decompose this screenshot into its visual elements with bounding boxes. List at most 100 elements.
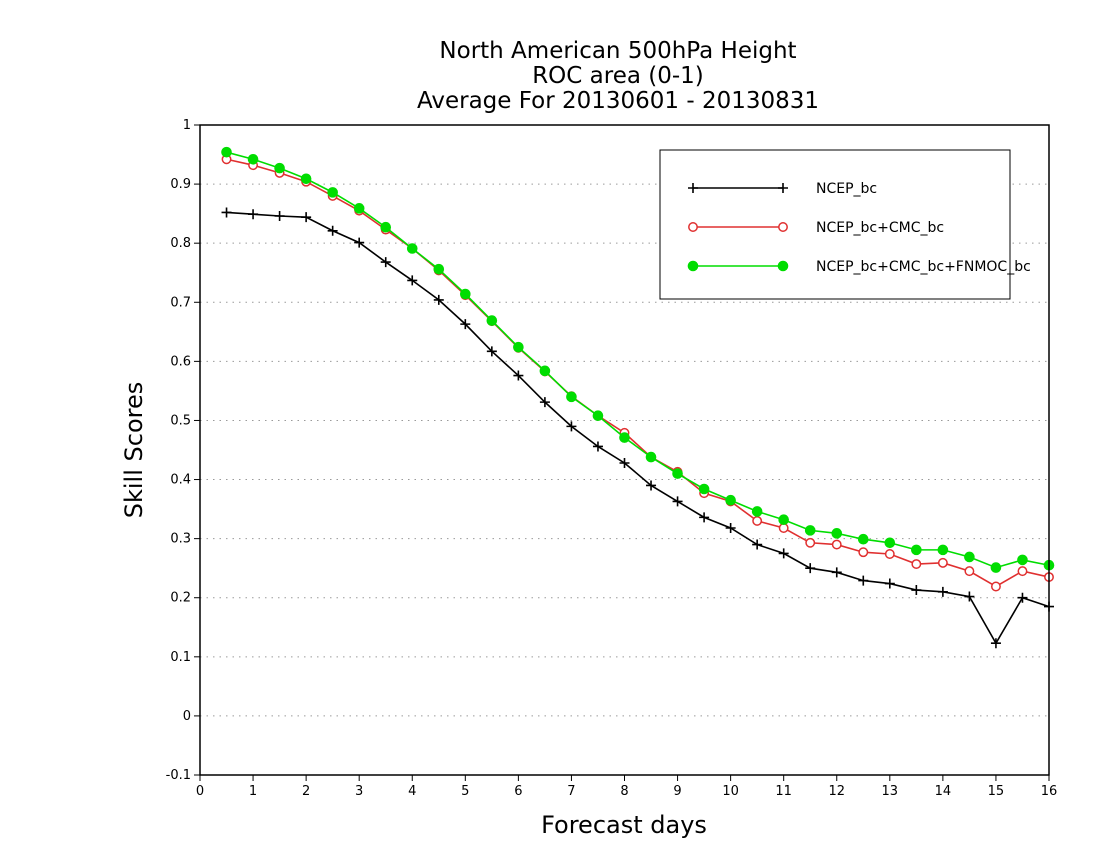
- x-tick-label: 7: [567, 784, 575, 799]
- data-point: [698, 483, 710, 495]
- data-point: [1017, 566, 1028, 577]
- legend-entry-3: NCEP_bc+CMC_bc+FNMOC_bc: [687, 259, 1031, 275]
- legend-marker-right: [778, 222, 788, 232]
- y-tick-label: 0.1: [170, 650, 191, 665]
- data-point: [221, 146, 232, 158]
- data-point: [221, 207, 232, 218]
- y-tick-label: 0.7: [170, 295, 191, 310]
- data-point: [725, 494, 736, 506]
- x-tick-label: 0: [196, 784, 204, 799]
- data-point: [566, 421, 577, 432]
- data-point: [884, 549, 895, 559]
- data-point: [274, 211, 285, 221]
- x-tick-label: 8: [620, 784, 628, 799]
- data-point: [990, 562, 1002, 573]
- data-point: [699, 512, 710, 523]
- y-tick-label: 0.5: [170, 413, 191, 428]
- data-point: [884, 537, 896, 549]
- data-point: [937, 544, 949, 556]
- data-point: [778, 514, 789, 526]
- data-point: [539, 397, 550, 408]
- x-tick-label: 14: [935, 784, 952, 799]
- data-point: [592, 410, 604, 422]
- series-3: [221, 146, 1055, 573]
- y-axis-title: Skill Scores: [120, 382, 148, 519]
- x-tick-label: 13: [882, 784, 899, 799]
- data-point: [672, 468, 683, 479]
- data-point: [911, 585, 922, 596]
- y-tick-label: 0.8: [170, 236, 191, 251]
- data-point: [486, 315, 498, 326]
- data-point: [592, 441, 603, 452]
- chart-title-line-2: ROC area (0-1): [532, 63, 704, 89]
- data-point: [1017, 554, 1028, 566]
- data-point: [327, 187, 338, 198]
- data-point: [646, 480, 657, 491]
- data-point: [805, 537, 816, 548]
- data-point: [672, 496, 683, 507]
- data-point: [248, 209, 259, 220]
- data-point: [380, 257, 391, 268]
- data-point: [619, 432, 630, 443]
- data-point: [858, 547, 869, 558]
- data-point: [486, 346, 497, 357]
- data-point: [911, 544, 922, 556]
- data-point: [937, 586, 948, 597]
- chart-title-line-1: North American 500hPa Height: [439, 38, 796, 64]
- y-tick-label: 0.4: [170, 473, 191, 488]
- data-point: [831, 539, 842, 550]
- data-point: [327, 225, 338, 236]
- series-lines: [221, 146, 1055, 649]
- series-line: [226, 211, 1050, 645]
- data-point: [513, 370, 524, 381]
- legend: NCEP_bc NCEP_bc+CMC_bc NCEP_bc+CMC_bc+FNMO…: [659, 149, 1031, 300]
- y-tick-label: -0.1: [166, 768, 191, 783]
- series-1: [221, 207, 1054, 649]
- legend-entry-2: NCEP_bc+CMC_bc: [688, 220, 944, 236]
- data-point: [619, 458, 630, 468]
- data-point: [831, 528, 843, 539]
- legend-label: NCEP_bc+CMC_bc+FNMOC_bc: [816, 259, 1031, 275]
- data-point: [778, 548, 789, 559]
- legend-box: [659, 149, 1011, 300]
- data-point: [725, 523, 736, 533]
- data-point: [354, 237, 365, 248]
- legend-marker-right: [777, 260, 789, 272]
- data-point: [406, 243, 418, 254]
- data-point: [539, 365, 551, 377]
- x-tick-label: 4: [408, 784, 416, 799]
- data-point: [858, 575, 869, 586]
- data-point: [964, 551, 975, 563]
- x-tick-label: 12: [828, 784, 845, 799]
- data-point: [460, 288, 471, 300]
- data-point: [433, 294, 444, 305]
- chart-title: North American 500hPa Height ROC area (0…: [417, 38, 819, 114]
- legend-marker-left: [688, 183, 698, 193]
- legend-marker-right: [778, 183, 788, 193]
- data-point: [645, 451, 657, 463]
- legend-entry-1: NCEP_bc: [688, 181, 877, 197]
- data-point: [274, 162, 285, 174]
- x-axis-title: Forecast days: [541, 811, 707, 839]
- data-point: [884, 578, 895, 589]
- data-point: [566, 391, 577, 403]
- x-tick-label: 16: [1041, 784, 1058, 799]
- data-point: [380, 221, 392, 233]
- data-point: [964, 591, 975, 602]
- x-tick-label: 1: [249, 784, 257, 799]
- legend-label: NCEP_bc: [816, 181, 877, 197]
- data-point: [857, 533, 869, 545]
- data-point: [990, 638, 1001, 649]
- x-tick-label: 9: [673, 784, 681, 799]
- data-point: [247, 153, 259, 165]
- x-tick-label: 11: [775, 784, 792, 799]
- data-point: [460, 319, 471, 330]
- y-tick-label: 0: [183, 709, 191, 724]
- y-tick-label: 1: [183, 118, 191, 133]
- legend-marker-left: [687, 260, 699, 272]
- data-point: [300, 173, 312, 185]
- legend-marker-left: [688, 222, 698, 232]
- x-tick-label: 2: [302, 784, 310, 799]
